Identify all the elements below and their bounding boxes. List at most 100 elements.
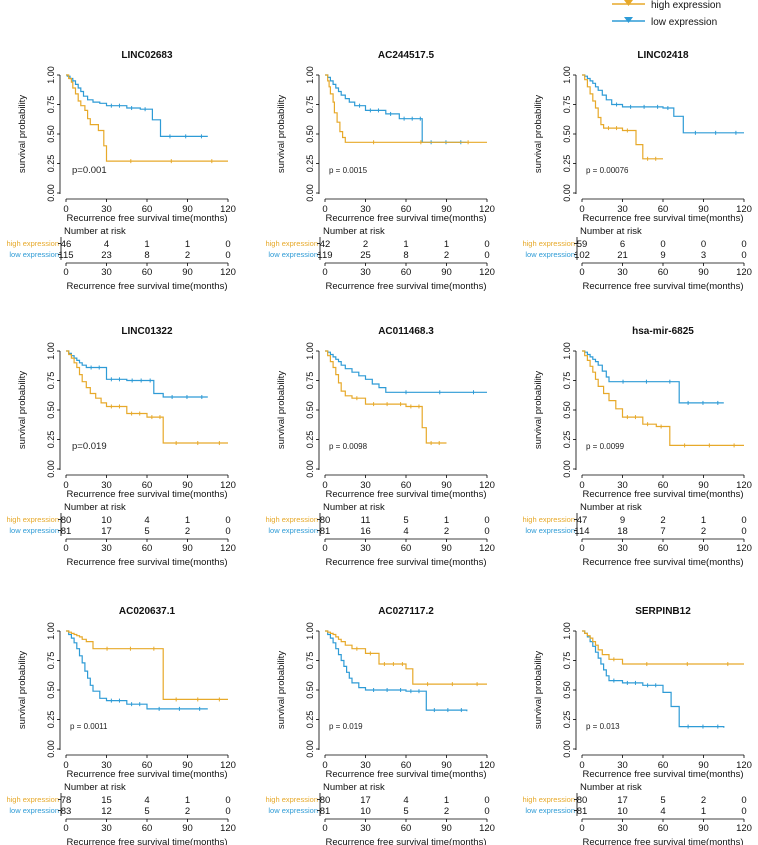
x-tick-label: 90: [441, 204, 452, 215]
risk-table-title: Number at risk: [323, 502, 385, 513]
km-panel-6: hsa-mir-6825 survival probability 0.00 0.25…: [522, 326, 751, 568]
curve-low: [66, 350, 208, 398]
risk-count-high: 17: [617, 795, 628, 806]
risk-row-label-high: high expression: [522, 795, 575, 804]
y-tick-label: 0.25: [305, 711, 315, 729]
p-value: p = 0.013: [586, 722, 620, 731]
risk-x-tick-label: 90: [698, 823, 709, 834]
legend-high-marker: [624, 0, 633, 6]
y-tick-label: 0.75: [305, 96, 315, 114]
x-tick-label: 60: [142, 760, 153, 771]
risk-count-high: 6: [620, 239, 625, 250]
risk-x-tick-label: 120: [479, 267, 495, 278]
risk-count-high: 1: [185, 795, 190, 806]
risk-count-low: 2: [444, 526, 449, 537]
y-tick-label: 0.25: [46, 431, 56, 449]
risk-count-high: 1: [185, 239, 190, 250]
risk-count-low: 81: [320, 806, 331, 817]
risk-row-label-low: low expression: [525, 526, 575, 535]
x-tick-label: 90: [698, 480, 709, 491]
y-axis-label: survival probability: [276, 95, 287, 173]
legend-low-label: low expression: [651, 17, 717, 28]
risk-x-tick-label: 30: [617, 543, 628, 554]
risk-x-tick-label: 60: [142, 823, 153, 834]
risk-count-high: 0: [741, 795, 746, 806]
risk-count-high: 0: [225, 795, 230, 806]
y-tick-label: 0.50: [305, 125, 315, 143]
risk-count-high: 4: [403, 795, 408, 806]
risk-x-tick-label: 90: [698, 267, 709, 278]
risk-table-title: Number at risk: [580, 226, 642, 237]
x-axis-label: Recurrence free survival time(months): [582, 769, 743, 780]
risk-x-axis-label: Recurrence free survival time(months): [66, 557, 227, 568]
y-axis-label: survival probability: [533, 651, 544, 729]
risk-count-low: 102: [574, 250, 590, 261]
risk-count-low: 5: [144, 526, 149, 537]
risk-count-high: 2: [363, 239, 368, 250]
curve-low: [582, 74, 744, 134]
risk-count-high: 1: [444, 239, 449, 250]
risk-count-low: 0: [741, 250, 746, 261]
risk-row-label-high: high expression: [6, 515, 59, 524]
p-value: p=0.019: [72, 441, 107, 452]
risk-x-tick-label: 30: [101, 823, 112, 834]
risk-count-high: 15: [101, 795, 112, 806]
risk-row-label-high: high expression: [265, 795, 318, 804]
x-axis-label: Recurrence free survival time(months): [325, 769, 486, 780]
x-tick-label: 60: [142, 480, 153, 491]
y-tick-label: 0.00: [46, 460, 56, 478]
panel-title: AC011468.3: [378, 326, 434, 337]
x-tick-label: 120: [479, 480, 495, 491]
risk-count-high: 0: [484, 515, 489, 526]
y-tick-label: 0.75: [305, 372, 315, 390]
risk-table-title: Number at risk: [580, 502, 642, 513]
x-tick-label: 120: [736, 760, 752, 771]
risk-x-axis-label: Recurrence free survival time(months): [66, 281, 227, 292]
legend-item-low: low expression: [612, 17, 717, 28]
p-value: p = 0.0099: [586, 442, 625, 451]
risk-row-label-high: high expression: [6, 239, 59, 248]
x-tick-label: 120: [736, 204, 752, 215]
y-tick-label: 0.75: [562, 652, 572, 670]
y-tick-label: 1.00: [562, 66, 572, 84]
risk-count-high: 0: [225, 239, 230, 250]
legend: high expression low expression: [612, 0, 721, 28]
risk-row-label-low: low expression: [525, 806, 575, 815]
curve-high: [325, 74, 487, 143]
p-value: p = 0.019: [329, 722, 363, 731]
risk-x-axis-label: Recurrence free survival time(months): [582, 557, 743, 568]
risk-x-tick-label: 60: [142, 267, 153, 278]
risk-count-low: 81: [61, 526, 72, 537]
y-axis-label: survival probability: [276, 371, 287, 449]
risk-count-low: 119: [317, 250, 332, 261]
curve-low: [325, 350, 487, 393]
panel-title: AC027117.2: [378, 606, 434, 617]
risk-count-high: 0: [741, 239, 746, 250]
risk-count-high: 17: [360, 795, 371, 806]
y-tick-label: 0.75: [46, 372, 56, 390]
risk-count-high: 0: [741, 515, 746, 526]
x-tick-label: 90: [441, 760, 452, 771]
risk-row-label-low: low expression: [9, 806, 59, 815]
risk-count-low: 23: [101, 250, 112, 261]
risk-x-tick-label: 120: [736, 543, 752, 554]
curve-high: [66, 74, 228, 162]
risk-row-label-high: high expression: [522, 515, 575, 524]
x-tick-label: 30: [617, 480, 628, 491]
risk-x-tick-label: 120: [220, 823, 236, 834]
y-axis-label: survival probability: [533, 95, 544, 173]
x-tick-label: 60: [401, 204, 412, 215]
risk-x-tick-label: 30: [617, 267, 628, 278]
risk-count-low: 9: [660, 250, 665, 261]
p-value: p = 0.0015: [329, 166, 368, 175]
p-value: p=0.001: [72, 165, 107, 176]
risk-count-high: 1: [403, 239, 408, 250]
risk-count-low: 1: [701, 806, 706, 817]
x-tick-label: 30: [360, 480, 371, 491]
risk-count-low: 2: [444, 250, 449, 261]
y-tick-label: 0.25: [46, 155, 56, 173]
curve-high: [582, 74, 663, 160]
risk-count-high: 0: [484, 795, 489, 806]
risk-count-high: 4: [144, 515, 149, 526]
risk-row-label-high: high expression: [6, 795, 59, 804]
